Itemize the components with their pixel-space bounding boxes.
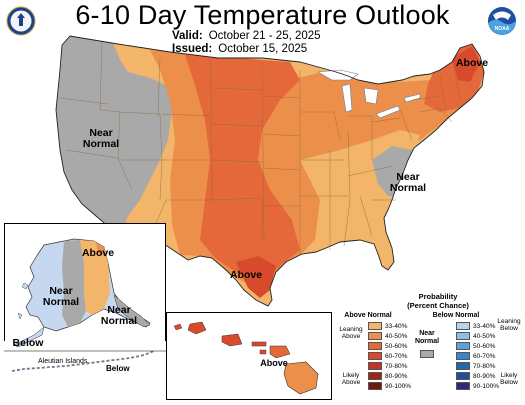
page-title: 6-10 Day Temperature Outlook	[75, 0, 450, 30]
issued-date: October 15, 2025	[218, 43, 308, 55]
label-aleutian-below: Below	[106, 364, 130, 373]
label-west-near-normal: Near Normal	[76, 128, 126, 150]
legend-near-swatch	[420, 350, 434, 358]
noaa-logo: NOAA	[488, 7, 516, 35]
label-alaska-south-near-normal: Near Normal	[100, 304, 138, 327]
alaska-above-40-50	[96, 243, 106, 257]
near-normal-west-region	[56, 36, 172, 240]
legend-below-heading: Below Normal	[432, 312, 480, 319]
legend-likely-above: Likely Above	[341, 372, 361, 386]
above-bin-label-5: 80-90%	[385, 373, 408, 380]
lake-michigan	[341, 83, 353, 113]
alaska-peninsula	[13, 326, 45, 348]
hawaii-maui	[269, 345, 291, 359]
hawaii-big-island	[283, 361, 319, 395]
legend-title: Probability (Percent Chance)	[407, 292, 469, 310]
alaska-panhandle	[113, 294, 151, 328]
alaska-above-region	[80, 240, 110, 315]
below-bin-label-2: 50-60%	[473, 343, 496, 350]
below-swatch-5	[456, 372, 470, 380]
noaa-logo-text: NOAA	[495, 26, 510, 32]
legend-leaning-above: Leaning Above	[339, 326, 363, 340]
below-bin-label-4: 70-80%	[473, 363, 496, 370]
label-alaska-above: Above	[81, 247, 115, 259]
above-swatch-3	[368, 352, 382, 360]
lake-huron	[363, 87, 379, 105]
issued-label: Issued:	[172, 43, 213, 55]
below-bin-label-5: 80-90%	[473, 373, 496, 380]
above-swatch-2	[368, 342, 382, 350]
alaska-inset	[4, 223, 166, 381]
lake-ontario	[403, 93, 421, 103]
hawaii-oahu	[221, 333, 243, 347]
hawaii-lanai	[259, 349, 267, 355]
below-swatch-4	[456, 362, 470, 370]
lake-superior	[317, 69, 359, 81]
commerce-seal-logo	[6, 6, 36, 36]
aleutian-islands-title: Aleutian Islands	[38, 358, 88, 365]
valid-date: October 21 - 25, 2025	[208, 30, 321, 42]
label-alaska-west-near-normal: Near Normal	[42, 285, 80, 308]
above-swatch-6	[368, 382, 382, 390]
above-bin-label-4: 70-80%	[385, 363, 408, 370]
above-bin-label-2: 50-60%	[385, 343, 408, 350]
below-swatch-3	[456, 352, 470, 360]
below-bin-label-6: 90-100%	[473, 383, 500, 390]
above-60-70-texas-region	[236, 256, 276, 298]
below-swatch-6	[456, 382, 470, 390]
legend-leaning-below: Leaning Below	[497, 318, 521, 332]
above-swatch-5	[368, 372, 382, 380]
label-northeast-above: Above	[455, 57, 489, 69]
above-bin-label-3: 60-70%	[385, 353, 408, 360]
below-swatch-2	[456, 342, 470, 350]
valid-label: Valid:	[172, 30, 203, 42]
label-alaska-below: Below	[12, 337, 44, 349]
above-bin-label-0: 33-40%	[385, 323, 408, 330]
aleutian-islands-chain	[11, 350, 155, 372]
issued-line: Issued: October 15, 2025	[172, 43, 307, 55]
below-swatch-1	[456, 332, 470, 340]
label-west-line1: Near Normal	[82, 127, 120, 150]
below-bin-label-1: 40-50%	[473, 333, 496, 340]
legend-above-heading: Above Normal	[344, 312, 392, 319]
below-swatch-0	[456, 322, 470, 330]
below-bin-label-0: 33-40%	[473, 323, 496, 330]
alaska-near-normal-band	[62, 240, 86, 327]
below-bin-label-3: 60-70%	[473, 353, 496, 360]
hawaii-inset	[166, 312, 332, 400]
hawaii-kauai	[187, 321, 207, 335]
label-southeast-near-normal: Near Normal	[389, 171, 427, 194]
above-swatch-0	[368, 322, 382, 330]
legend-likely-below: Likely Below	[500, 372, 518, 386]
above-swatch-4	[368, 362, 382, 370]
above-60-70-maine-region	[452, 46, 480, 82]
hawaii-molokai	[251, 341, 267, 347]
above-50-60-region	[185, 55, 300, 285]
label-south-above: Above	[229, 269, 263, 281]
state-boundaries	[59, 41, 461, 254]
legend-near-heading: Near Normal	[414, 330, 440, 345]
label-hawaii-above: Above	[260, 358, 288, 368]
above-bin-label-1: 40-50%	[385, 333, 408, 340]
above-swatch-1	[368, 332, 382, 340]
valid-line: Valid: October 21 - 25, 2025	[172, 30, 321, 42]
hawaii-niihau	[173, 323, 183, 331]
above-bin-label-6: 90-100%	[385, 383, 412, 390]
